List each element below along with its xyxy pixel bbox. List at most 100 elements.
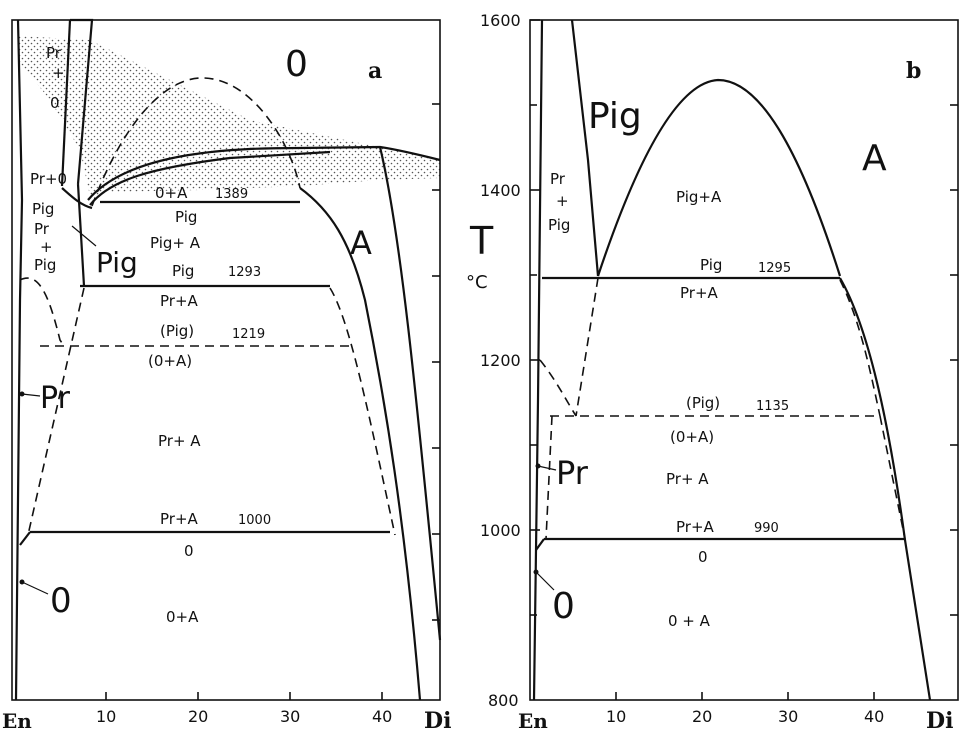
panel-b-dashed-a-edge xyxy=(879,415,906,540)
panel-b-pig-over: Pig xyxy=(700,256,722,274)
panel-a-x-tick-20: 20 xyxy=(188,707,208,726)
panel-b-field-pr-big: Pr xyxy=(556,454,589,492)
panel-a-pr-plus-a-low: Pr+A xyxy=(160,510,199,528)
panel-a-dashed-pr-edge xyxy=(27,287,85,536)
panel-b-field-a-big: A xyxy=(862,138,887,179)
panel-a-o-dot xyxy=(19,579,25,585)
panel-b-pr-leader xyxy=(537,465,557,471)
panel-a-t1293: 1293 xyxy=(228,265,261,280)
panel-a-x-tick-40: 40 xyxy=(372,707,392,726)
panel-b-a-solvus xyxy=(839,277,932,701)
panel-a-a-solvus xyxy=(299,187,422,701)
panel-a-pr-dot xyxy=(19,391,25,397)
panel-a-letter: a xyxy=(368,58,382,84)
panel-b-pig-plus-a: Pig+A xyxy=(676,188,722,206)
panel-a: a 0 A Pig Pr 0 Pr + 0 Pr+0 Pig Pr + Pig … xyxy=(2,18,451,733)
panel-a-pr-plus-a-mid: Pr+ A xyxy=(158,432,201,450)
panel-a-pr-solvus-left xyxy=(14,19,24,701)
panel-a-frame xyxy=(11,19,441,701)
panel-b-x-right-label: Di xyxy=(926,708,953,733)
panel-b-dashed-pr-edge xyxy=(545,415,553,540)
panel-a-pig-pr-pig-3: + xyxy=(40,238,53,256)
panel-a-o-under: 0 xyxy=(184,542,194,560)
panel-a-pr-plus-a-upper: Pr+A xyxy=(160,292,199,310)
panel-b-y-tick-800: 800 xyxy=(488,691,519,710)
panel-b-pig-paren: (Pig) xyxy=(686,394,720,412)
panel-b-pr-plus-pig-3: Pig xyxy=(548,216,570,234)
panel-b-pig-dome xyxy=(596,78,842,277)
panel-a-o-leader xyxy=(21,581,49,595)
panel-b-t990: 990 xyxy=(754,521,779,536)
panel-b-x-tick-40: 40 xyxy=(864,707,884,726)
panel-a-field-a-big: A xyxy=(350,224,372,262)
panel-b-y-tick-1400: 1400 xyxy=(480,181,521,200)
panel-b-o-under: 0 xyxy=(698,548,708,566)
panel-a-pr-boundary xyxy=(60,19,72,187)
panel-b-pr-plus-pig-2: + xyxy=(556,192,569,210)
panel-a-pig-pr-pig-1: Pig xyxy=(32,200,54,218)
panel-b-pr-plus-a-mid: Pr+ A xyxy=(666,470,709,488)
panel-a-pr-liquidus xyxy=(70,18,94,185)
panel-b-pr-plus-pig-1: Pr xyxy=(550,170,566,188)
panel-a-a-solvus-right xyxy=(378,146,442,641)
panel-a-pig-pr-pig-4: Pig xyxy=(34,256,56,274)
panel-b-x-tick-30: 30 xyxy=(778,707,798,726)
panel-a-stippled-field xyxy=(18,36,440,196)
panel-b-bottom-ticks xyxy=(615,692,875,700)
panel-a-x-left-label: En xyxy=(2,709,32,733)
panel-a-t1000: 1000 xyxy=(238,513,271,528)
panel-a-pr-plus-o-1: Pr xyxy=(46,44,62,62)
panel-a-t1389: 1389 xyxy=(215,187,248,202)
panel-a-bottom-ticks xyxy=(105,692,383,700)
panel-b-dashed-pig-edge xyxy=(575,277,599,417)
panel-a-x-tick-30: 30 xyxy=(280,707,300,726)
panel-a-pr-plus-o-2: + xyxy=(52,64,65,82)
panel-a-pig-plus-a: Pig+ A xyxy=(150,234,201,252)
panel-b-pig-liquidus xyxy=(570,19,600,277)
panel-a-right-ticks xyxy=(432,103,440,621)
panel-b-x-tick-20: 20 xyxy=(692,707,712,726)
panel-a-pr-o-corner xyxy=(19,531,31,546)
panel-a-pig-over: Pig xyxy=(175,208,197,226)
panel-a-pig-leader xyxy=(71,225,97,247)
panel-b-y-axis-unit: °C xyxy=(466,272,488,293)
panel-b-dashed-pr-upper xyxy=(539,359,577,417)
panel-b-x-tick-10: 10 xyxy=(606,707,626,726)
panel-a-field-pig-big: Pig xyxy=(96,246,138,279)
panel-a-liquidus-inner xyxy=(89,150,331,206)
panel-b-pr-dot xyxy=(535,463,541,469)
panel-a-pig-under: Pig xyxy=(172,262,194,280)
panel-a-pr-plus-o-3: 0 xyxy=(50,94,60,112)
panel-b-pr-solvus-left xyxy=(532,19,544,701)
panel-b-pr-plus-a-low: Pr+A xyxy=(676,518,715,536)
panel-b-dashed-a-upper xyxy=(839,279,881,417)
panel-b-t1295: 1295 xyxy=(758,261,791,276)
panel-a-field-o-low-big: 0 xyxy=(50,581,72,621)
panel-b-y-tick-1200: 1200 xyxy=(480,351,521,370)
panel-b-field-o-big: 0 xyxy=(552,586,575,627)
panel-a-dashed-dome xyxy=(91,77,301,207)
panel-b-o-plus-a-low: 0 + A xyxy=(668,612,711,630)
panel-b-o-dot xyxy=(533,569,539,575)
panel-b-pr-o-corner xyxy=(535,538,545,551)
panel-a-pr-o-small: Pr+0 xyxy=(30,170,67,188)
panel-a-pig-wedge xyxy=(61,183,93,287)
panel-b-o-a-paren: (0+A) xyxy=(670,428,714,446)
panel-a-pr-leader xyxy=(21,393,41,397)
panel-a-x-tick-10: 10 xyxy=(96,707,116,726)
panel-a-pig-pr-pig-2: Pr xyxy=(34,220,50,238)
panel-a-t1219: 1219 xyxy=(232,327,265,342)
panel-b-y-tick-1600: 1600 xyxy=(480,11,521,30)
panel-b-x-left-label: En xyxy=(518,709,548,733)
panel-b-o-leader xyxy=(535,571,555,591)
panel-b-y-tick-1000: 1000 xyxy=(480,521,521,540)
panel-a-dashed-pig-low xyxy=(19,277,65,347)
panel-b-pr-plus-a-upper: Pr+A xyxy=(680,284,719,302)
panel-a-o-plus-a-low: 0+A xyxy=(166,608,199,626)
panel-a-x-right-label: Di xyxy=(424,708,451,733)
panel-a-liquidus-main xyxy=(87,145,441,201)
panel-b: 1600 1400 1200 1000 800 T °C b Pig A Pr … xyxy=(466,11,959,733)
panel-b-y-axis-label: T xyxy=(469,219,494,263)
panel-b-y-ticks-right xyxy=(950,104,958,616)
